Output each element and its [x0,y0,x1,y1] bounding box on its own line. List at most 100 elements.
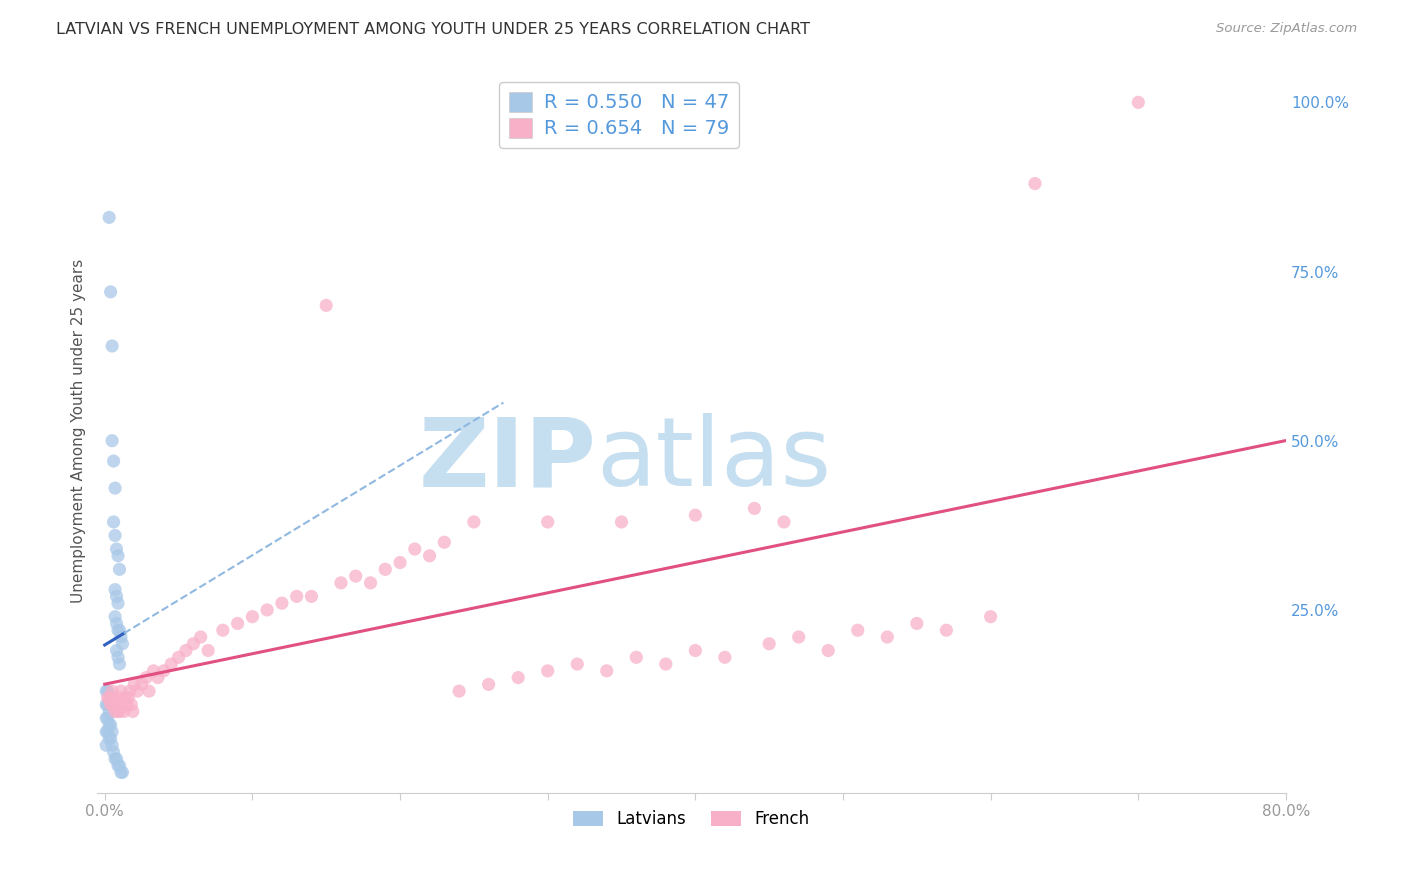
Point [107,758,129,772]
Point [97,690,120,705]
Point [773,515,796,529]
Text: ZIP: ZIP [419,413,596,506]
Point [131,677,153,691]
Point [190,630,212,644]
Point [108,657,131,671]
Point [108,690,131,705]
Point [96,711,118,725]
Point [256,603,278,617]
Point [98,690,121,705]
Point [212,624,235,638]
Point [101,684,124,698]
Point [107,650,129,665]
Point [104,705,127,719]
Point [685,508,707,523]
Point [97,724,120,739]
Point [96,684,118,698]
Point [105,643,128,657]
Point [655,657,678,671]
Point [101,339,124,353]
Text: LATVIAN VS FRENCH UNEMPLOYMENT AMONG YOUTH UNDER 25 YEARS CORRELATION CHART: LATVIAN VS FRENCH UNEMPLOYMENT AMONG YOU… [56,22,810,37]
Point [138,684,160,698]
Point [104,752,127,766]
Point [105,590,128,604]
Point [101,739,124,753]
Point [537,664,560,678]
Point [100,718,122,732]
Point [105,698,128,712]
Point [508,671,530,685]
Point [108,705,131,719]
Point [271,596,294,610]
Point [758,637,780,651]
Point [817,643,839,657]
Point [104,582,127,597]
Point [96,739,118,753]
Text: Source: ZipAtlas.com: Source: ZipAtlas.com [1216,22,1357,36]
Point [108,624,131,638]
Point [114,690,136,705]
Point [97,698,120,712]
Point [226,616,249,631]
Point [103,515,125,529]
Point [118,684,141,698]
Point [121,705,143,719]
Point [183,637,205,651]
Point [174,643,197,657]
Point [105,752,128,766]
Point [478,677,501,691]
Point [846,624,869,638]
Point [122,677,145,691]
Point [104,609,127,624]
Point [1024,177,1046,191]
Point [537,515,560,529]
Point [685,643,707,657]
Point [596,664,619,678]
Point [935,624,957,638]
Point [610,515,633,529]
Point [714,650,737,665]
Point [301,590,323,604]
Point [449,684,471,698]
Point [107,705,129,719]
Point [146,671,169,685]
Point [103,690,125,705]
Point [160,657,183,671]
Point [744,501,766,516]
Point [103,454,125,468]
Point [104,528,127,542]
Point [104,481,127,495]
Point [111,637,134,651]
Point [107,596,129,610]
Point [101,434,124,448]
Point [285,590,308,604]
Point [112,705,135,719]
Point [374,562,396,576]
Legend: Latvians, French: Latvians, French [567,804,817,835]
Point [107,624,129,638]
Point [197,643,219,657]
Point [127,684,149,698]
Point [105,616,128,631]
Point [433,535,456,549]
Point [135,671,157,685]
Point [419,549,441,563]
Point [98,705,121,719]
Point [330,575,353,590]
Point [120,698,142,712]
Point [98,718,121,732]
Point [567,657,589,671]
Point [97,684,120,698]
Point [344,569,367,583]
Point [100,698,122,712]
Point [117,690,139,705]
Point [142,664,165,678]
Point [110,765,132,780]
Point [980,609,1002,624]
Point [905,616,928,631]
Point [103,745,125,759]
Point [242,609,264,624]
Point [96,724,118,739]
Point [108,758,131,772]
Point [360,575,382,590]
